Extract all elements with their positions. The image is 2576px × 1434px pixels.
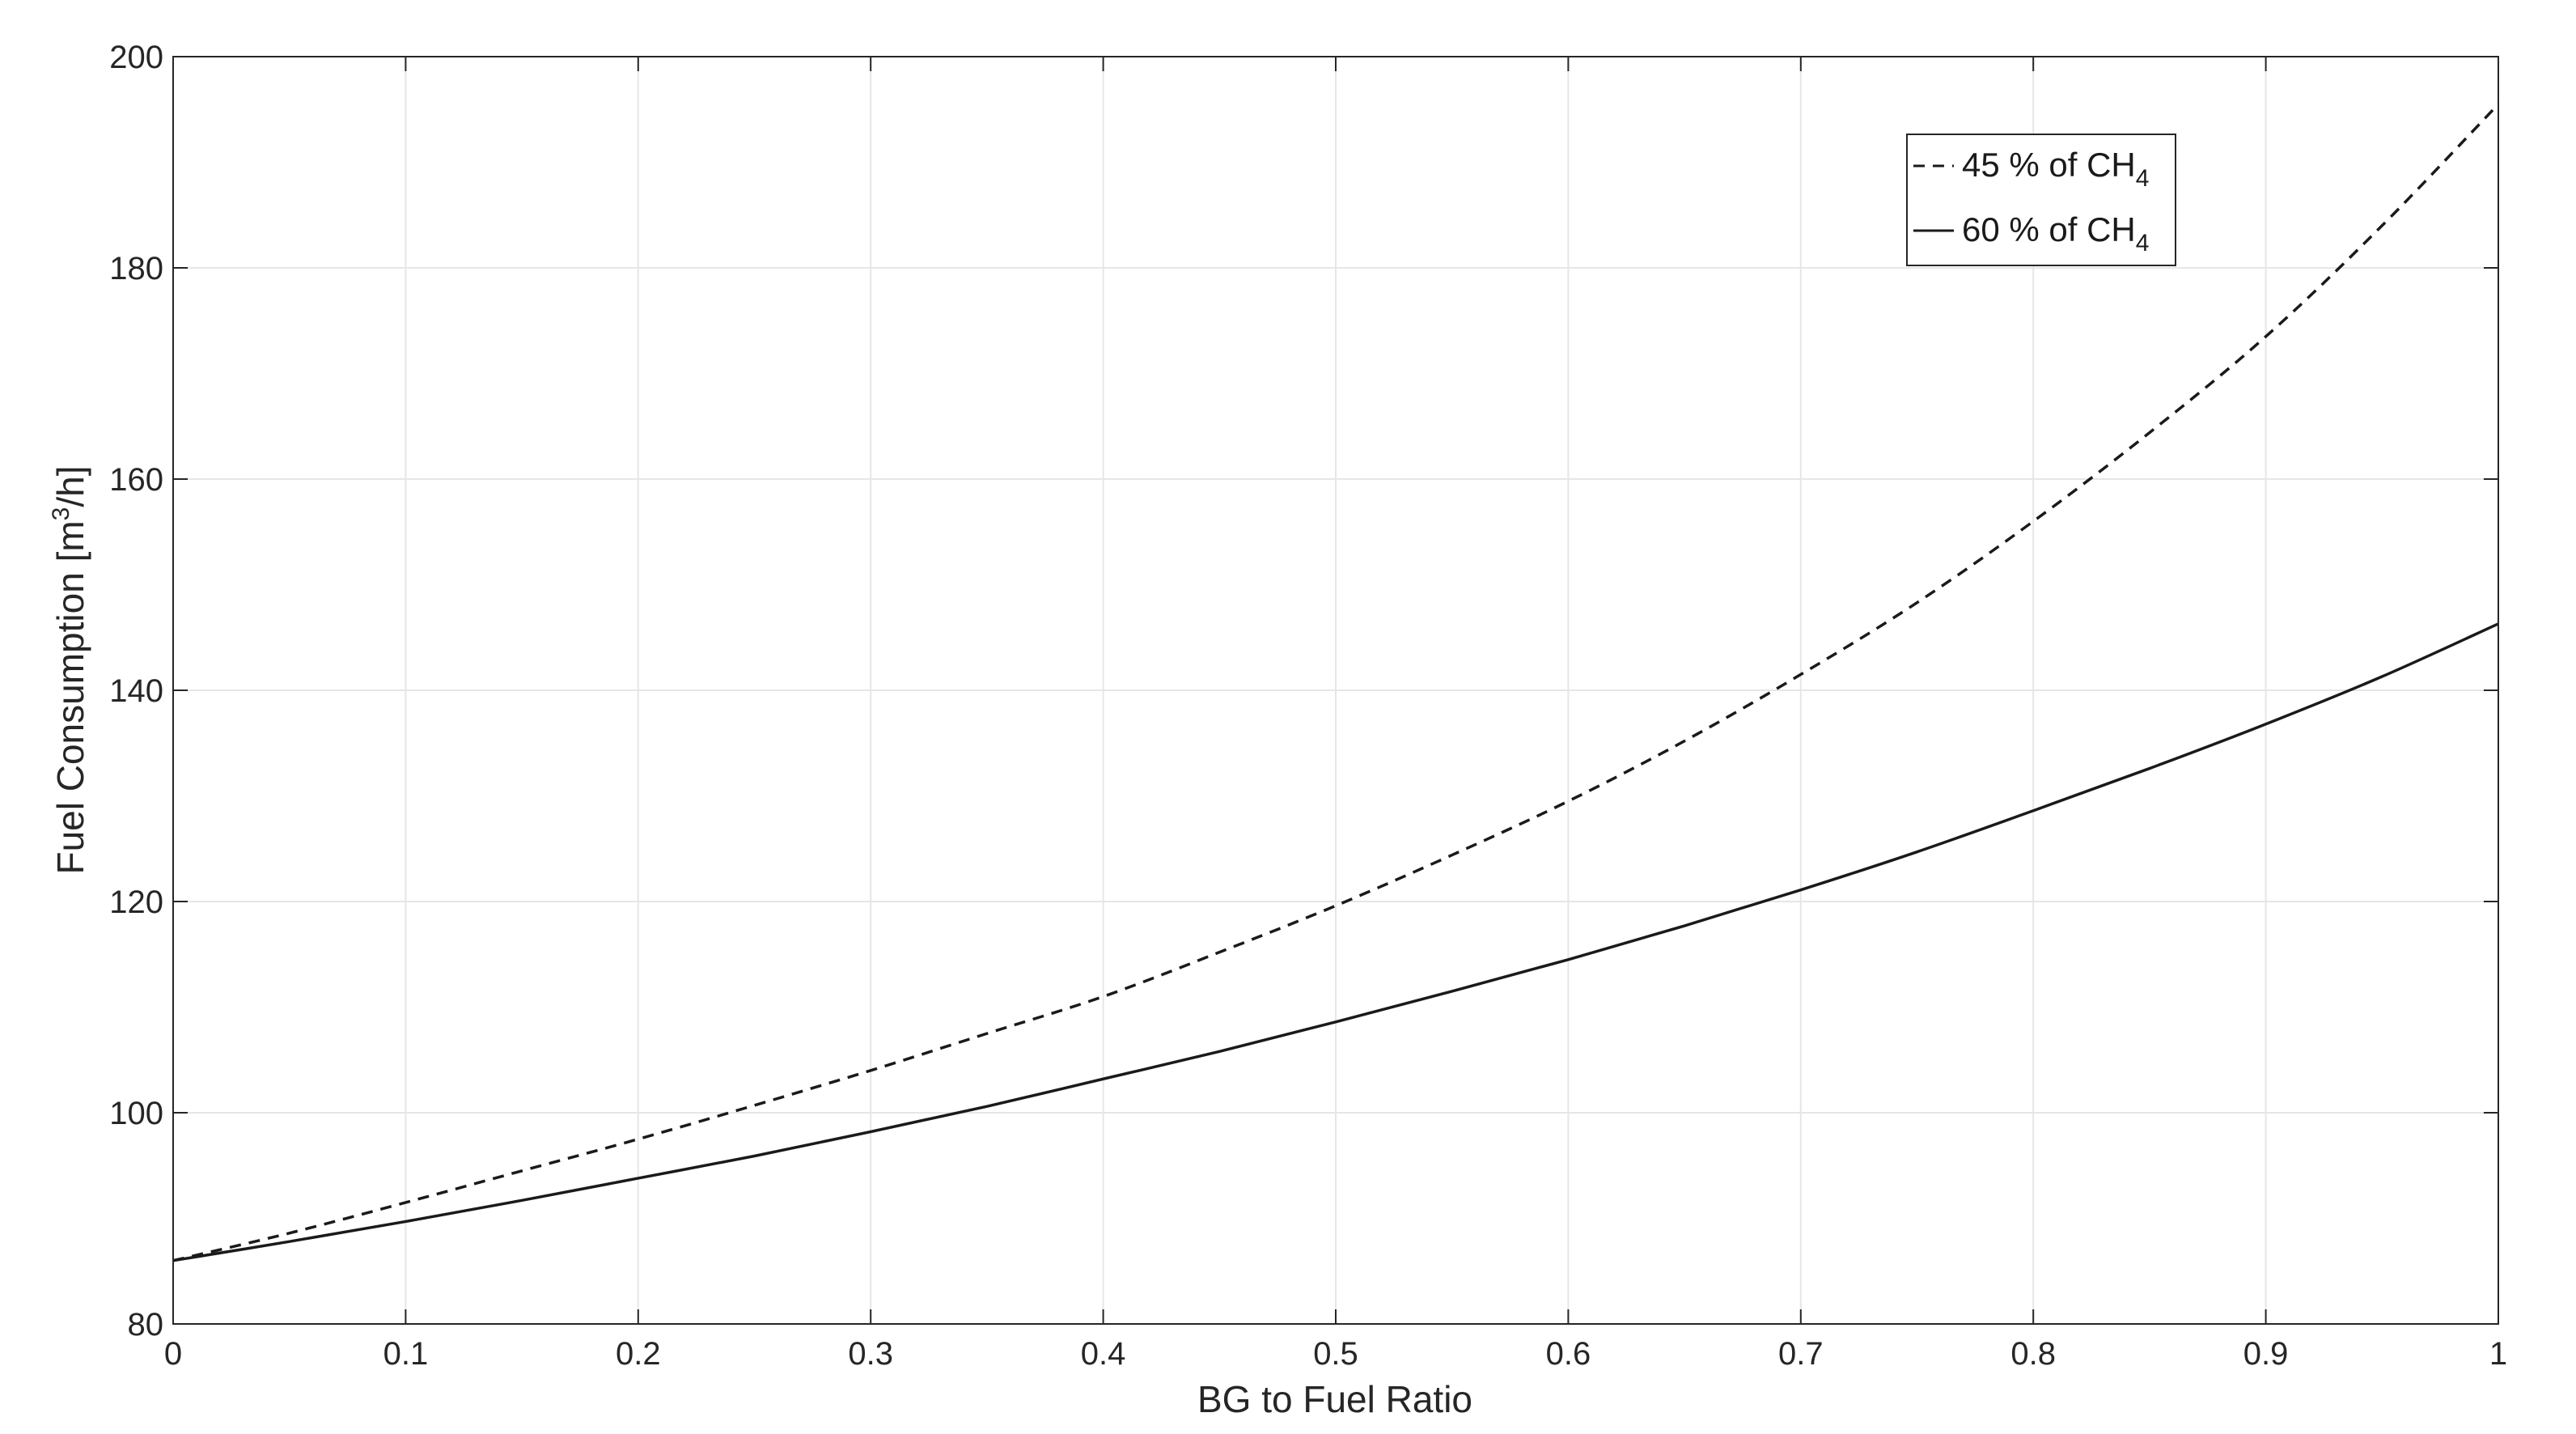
- legend-label-60-text: 60 % of CH: [1962, 210, 2136, 248]
- x-tick-label: 0.4: [1081, 1336, 1126, 1372]
- legend-label-60-subscript: 4: [2136, 230, 2150, 257]
- x-tick-label: 0.6: [1546, 1336, 1591, 1372]
- y-tick-label: 160: [109, 462, 163, 498]
- y-tick-label: 140: [109, 673, 163, 709]
- series-line-60-percent-ch4: [172, 622, 2499, 1262]
- x-tick-label: 0.9: [2243, 1336, 2289, 1372]
- x-tick-label: 0.1: [383, 1336, 429, 1372]
- x-tick-label: 0.7: [1778, 1336, 1824, 1372]
- x-tick-label: 1: [2489, 1336, 2507, 1372]
- x-axis-title: BG to Fuel Ratio: [1197, 1378, 1472, 1420]
- legend-label-45-subscript: 4: [2136, 165, 2150, 192]
- y-tick-label: 200: [109, 40, 163, 75]
- y-tick-label: 80: [128, 1307, 164, 1343]
- y-axis-title: Fuel Consumption [m3/h]: [48, 465, 91, 874]
- y-axis-title-part-1: Fuel Consumption [m: [49, 520, 91, 874]
- series-layer: [172, 103, 2500, 1262]
- legend-box: [1906, 134, 2176, 266]
- y-tick-label: 180: [109, 251, 163, 286]
- x-tick-label: 0.5: [1313, 1336, 1358, 1372]
- series-line-45-percent-ch4: [172, 103, 2500, 1262]
- x-tick-label: 0.2: [616, 1336, 661, 1372]
- y-tick-label: 120: [109, 885, 163, 920]
- legend: 45 % of CH4 60 % of CH4: [1906, 134, 2176, 266]
- x-tick-label: 0: [164, 1336, 182, 1372]
- legend-label-45-text: 45 % of CH: [1962, 146, 2136, 184]
- y-axis-title-part-2: /h]: [49, 465, 91, 507]
- ticks: 0 0.1 0.2 0.3 0.4 0.5 0.6 0.7 0.8 0.9 180100120140…: [109, 40, 2507, 1372]
- y-tick-label: 100: [109, 1096, 163, 1131]
- legend-label-60: 60 % of CH4: [1962, 210, 2149, 257]
- y-axis-title-superscript: 3: [48, 507, 74, 521]
- x-tick-label: 0.3: [848, 1336, 893, 1372]
- legend-label-45: 45 % of CH4: [1962, 146, 2149, 192]
- x-tick-label: 0.8: [2010, 1336, 2056, 1372]
